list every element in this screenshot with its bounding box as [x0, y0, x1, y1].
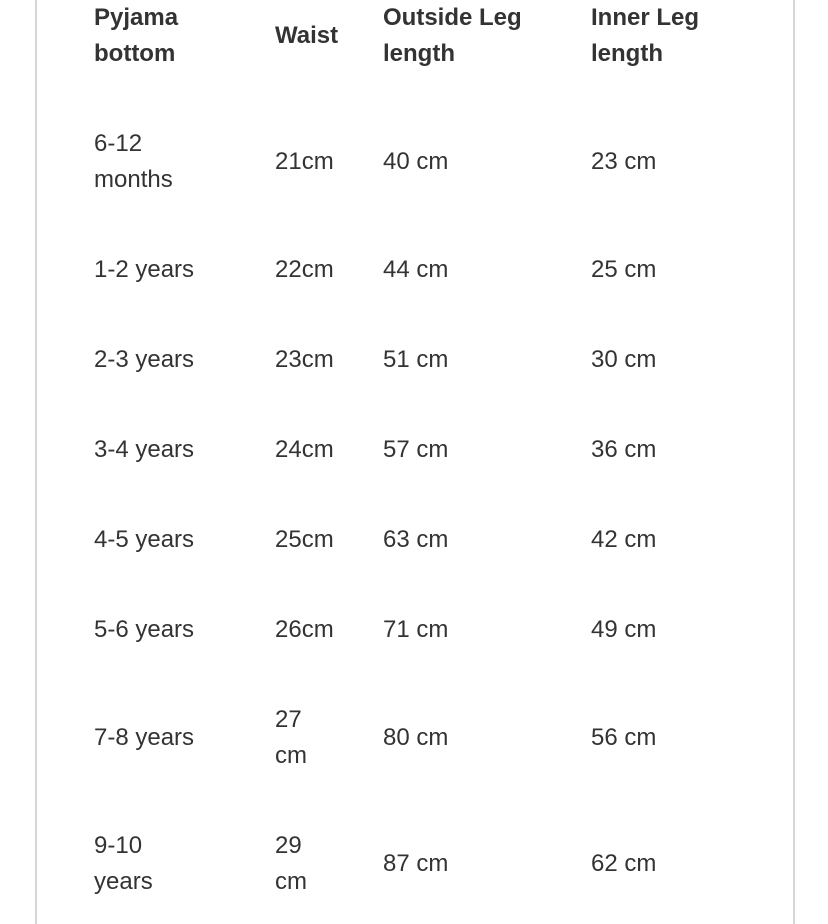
header-cell: Pyjama bottom — [94, 4, 179, 67]
header-cell: Outside Leg length — [383, 4, 522, 67]
table-cell: 6-12 months — [94, 130, 173, 193]
table-cell: 42 cm — [591, 526, 657, 553]
table-cell: 1-2 years — [94, 256, 195, 283]
table-cell: 3-4 years — [94, 436, 195, 463]
table-cell: 5-6 years — [94, 616, 195, 643]
table-row: 7-8 years 27 cm 80 cm 56 cm — [0, 693, 828, 783]
table-cell: 24cm — [275, 436, 334, 463]
header-cell: Waist — [275, 22, 339, 49]
table-cell: 36 cm — [591, 436, 657, 463]
table-cell: 4-5 years — [94, 526, 195, 553]
table-cell: 30 cm — [591, 346, 657, 373]
table-cell: 25cm — [275, 526, 334, 553]
table-cell: 40 cm — [383, 148, 449, 175]
table-row: 2-3 years 23cm 51 cm 30 cm — [0, 315, 828, 405]
table-row: 5-6 years 26cm 71 cm 49 cm — [0, 585, 828, 675]
table-cell: 29 cm — [275, 832, 307, 895]
table-cell: 25 cm — [591, 256, 657, 283]
table-cell: 57 cm — [383, 436, 449, 463]
table-header-row: Pyjama bottom Waist Outside Leg length I… — [0, 0, 828, 81]
table-cell: 27 cm — [275, 706, 307, 769]
table-cell: 49 cm — [591, 616, 657, 643]
table-cell: 44 cm — [383, 256, 449, 283]
table-cell: 71 cm — [383, 616, 449, 643]
table-row: 6-12 months 21cm 40 cm 23 cm — [0, 117, 828, 207]
table-cell: 62 cm — [591, 850, 657, 877]
table-cell: 9-10 years — [94, 832, 153, 895]
header-cell: Inner Leg length — [591, 4, 700, 67]
table-cell: 87 cm — [383, 850, 449, 877]
table-cell: 21cm — [275, 148, 334, 175]
table-cell: 63 cm — [383, 526, 449, 553]
table-cell: 26cm — [275, 616, 334, 643]
table-row: 4-5 years 25cm 63 cm 42 cm — [0, 495, 828, 585]
table-container — [35, 0, 795, 924]
table-cell: 51 cm — [383, 346, 449, 373]
table-row: 9-10 years 29 cm 87 cm 62 cm — [0, 819, 828, 909]
table-cell: 22cm — [275, 256, 334, 283]
table-cell: 56 cm — [591, 724, 657, 751]
table-row: 1-2 years 22cm 44 cm 25 cm — [0, 225, 828, 315]
table-cell: 2-3 years — [94, 346, 195, 373]
table-cell: 7-8 years — [94, 724, 195, 751]
table-cell: 23cm — [275, 346, 334, 373]
table-cell: 23 cm — [591, 148, 657, 175]
table-cell: 80 cm — [383, 724, 449, 751]
table-row: 3-4 years 24cm 57 cm 36 cm — [0, 405, 828, 495]
